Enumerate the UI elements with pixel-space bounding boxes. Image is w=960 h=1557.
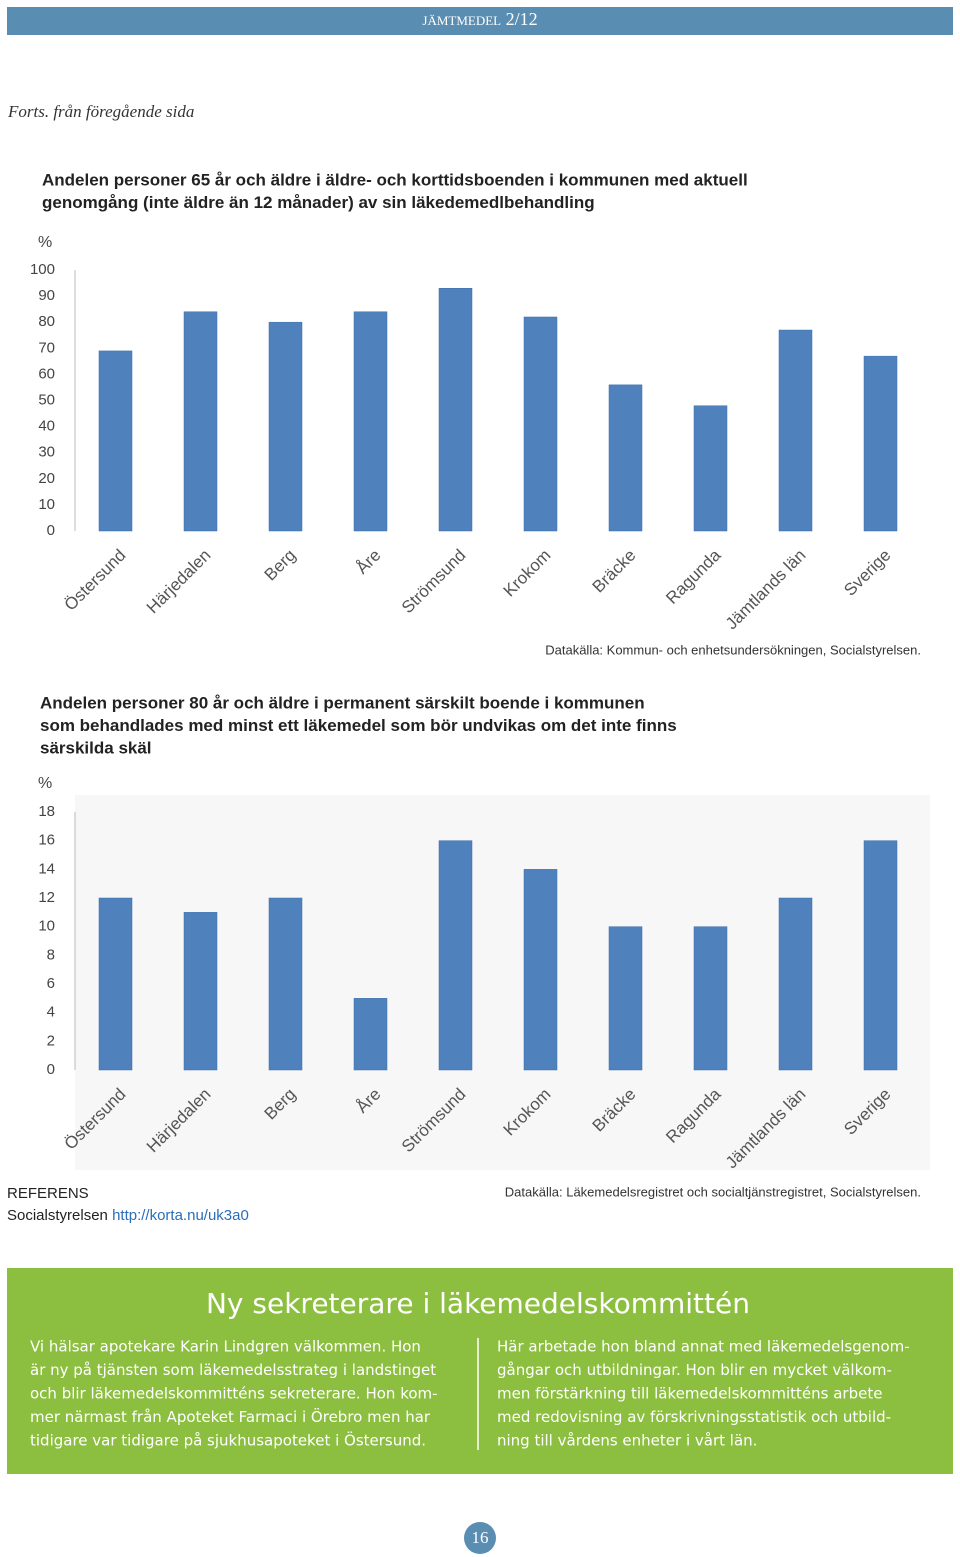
chart-title: som behandlades med minst ett läkemedel … bbox=[40, 716, 677, 735]
chart-source: Datakälla: Läkemedelsregistret och socia… bbox=[505, 1184, 921, 1199]
y-tick-label: 4 bbox=[47, 1004, 55, 1021]
reference-source: Socialstyrelsen bbox=[7, 1207, 108, 1224]
article-line: med redovisning av förskrivningsstatisti… bbox=[497, 1408, 891, 1426]
bar bbox=[693, 405, 728, 532]
bar bbox=[523, 869, 558, 1071]
x-tick-label: Strömsund bbox=[398, 546, 470, 618]
y-tick-label: 0 bbox=[47, 522, 55, 539]
bar bbox=[268, 321, 303, 532]
y-tick-label: 30 bbox=[38, 444, 55, 461]
bar bbox=[98, 897, 133, 1071]
article-line: men förstärkning till läkemedelskommitté… bbox=[497, 1385, 882, 1403]
y-tick-label: 10 bbox=[38, 496, 55, 513]
y-tick-label: 80 bbox=[38, 313, 55, 330]
article-line: är ny på tjänsten som läkemedelsstrateg … bbox=[30, 1361, 436, 1379]
y-tick-label: 6 bbox=[47, 975, 55, 992]
y-tick-label: 90 bbox=[38, 287, 55, 304]
references-heading: REFERENS bbox=[7, 1185, 89, 1202]
article-line: ning till vårdens enheter i vårt län. bbox=[497, 1432, 757, 1450]
bar bbox=[98, 350, 133, 532]
chart-source: Datakälla: Kommun- och enhetsundersöknin… bbox=[545, 642, 921, 657]
article-line: Här arbetade hon bland annat med läkemed… bbox=[497, 1338, 910, 1356]
chart-title: genomgång (inte äldre än 12 månader) av … bbox=[42, 193, 595, 212]
bar bbox=[183, 311, 218, 532]
x-tick-label: Bräcke bbox=[589, 546, 640, 597]
x-tick-label: Östersund bbox=[61, 546, 130, 615]
x-tick-label: Åre bbox=[352, 546, 384, 578]
header-title: jämtmedel 2/12 bbox=[422, 9, 537, 29]
article-line: Vi hälsar apotekare Karin Lindgren välko… bbox=[30, 1338, 421, 1356]
y-tick-label: 16 bbox=[38, 832, 55, 849]
header-bar bbox=[7, 7, 953, 35]
y-axis-label: % bbox=[38, 234, 52, 251]
y-tick-label: 60 bbox=[38, 365, 55, 382]
x-tick-label: Sverige bbox=[840, 546, 894, 600]
page-number: 16 bbox=[472, 1528, 489, 1547]
y-tick-label: 12 bbox=[38, 889, 55, 906]
x-tick-label: Härjedalen bbox=[143, 546, 215, 618]
y-tick-label: 100 bbox=[30, 261, 55, 278]
y-tick-label: 40 bbox=[38, 418, 55, 435]
page-number-badge bbox=[464, 1522, 496, 1554]
y-tick-label: 2 bbox=[47, 1032, 55, 1049]
y-axis-label: % bbox=[38, 775, 52, 792]
chart-title: Andelen personer 65 år och äldre i äldre… bbox=[42, 170, 748, 189]
bar bbox=[438, 288, 473, 532]
article-box bbox=[7, 1268, 953, 1474]
bar bbox=[438, 840, 473, 1071]
bar bbox=[693, 926, 728, 1071]
y-tick-label: 18 bbox=[38, 803, 55, 820]
chart-title: särskilda skäl bbox=[40, 738, 152, 757]
article-line: gångar och utbildningar. Hon blir en myc… bbox=[497, 1361, 892, 1379]
x-tick-label: Berg bbox=[261, 546, 300, 585]
x-tick-label: Jämtlands län bbox=[722, 546, 810, 634]
y-tick-label: 0 bbox=[47, 1061, 55, 1078]
chart-title: Andelen personer 80 år och äldre i perma… bbox=[40, 693, 645, 712]
references-line: Socialstyrelsen http://korta.nu/uk3a0 bbox=[7, 1207, 249, 1224]
y-tick-label: 50 bbox=[38, 391, 55, 408]
y-tick-label: 20 bbox=[38, 470, 55, 487]
bar bbox=[353, 311, 388, 532]
bar bbox=[523, 316, 558, 532]
bar bbox=[863, 355, 898, 532]
continued-note: Forts. från föregående sida bbox=[7, 102, 194, 121]
bar bbox=[608, 384, 643, 532]
bar bbox=[268, 897, 303, 1071]
article-line: och blir läkemedelskommitténs sekreterar… bbox=[30, 1385, 438, 1403]
article-line: tidigare var tidigare på sjukhusapoteket… bbox=[30, 1431, 426, 1450]
bar bbox=[608, 926, 643, 1071]
article-title: Ny sekreterare i läkemedelskommittén bbox=[206, 1287, 750, 1320]
y-tick-label: 14 bbox=[38, 860, 55, 877]
bar bbox=[863, 840, 898, 1071]
x-tick-label: Ragunda bbox=[662, 545, 725, 608]
y-tick-label: 10 bbox=[38, 918, 55, 935]
article-line: mer närmast från Apoteket Farmaci i Öreb… bbox=[30, 1407, 431, 1426]
y-tick-label: 8 bbox=[47, 946, 55, 963]
bar bbox=[778, 329, 813, 532]
reference-link[interactable]: http://korta.nu/uk3a0 bbox=[112, 1207, 249, 1224]
x-tick-label: Krokom bbox=[500, 546, 555, 601]
bar bbox=[353, 998, 388, 1071]
y-tick-label: 70 bbox=[38, 339, 55, 356]
bar bbox=[183, 912, 218, 1071]
bar bbox=[778, 897, 813, 1071]
